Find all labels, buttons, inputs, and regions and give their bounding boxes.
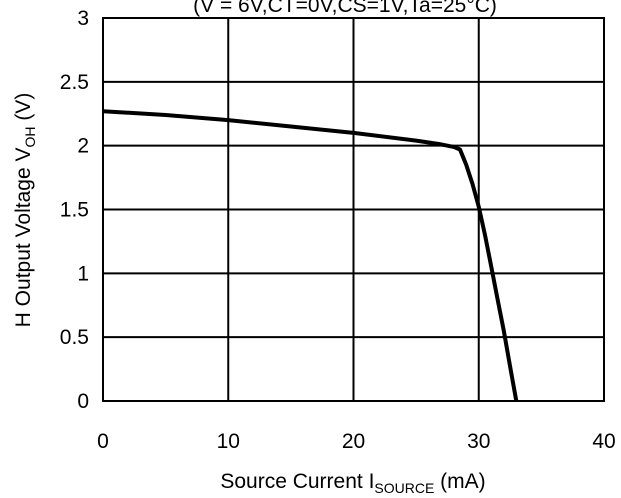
x-tick-label: 0	[97, 430, 109, 453]
x-tick-labels: 0 10 20 30 40	[97, 430, 616, 453]
plot-frame	[102, 17, 605, 402]
chart-title: (V = 6V,CT=0V,CS=1V,Ta=25°C)	[193, 0, 497, 17]
y-tick-label: 2	[77, 135, 89, 158]
y-tick-labels: 0 0.5 1 1.5 2 2.5 3	[60, 7, 89, 413]
series-line	[102, 109, 519, 402]
y-axis-label: H Output Voltage VOH (V)	[12, 93, 38, 328]
x-tick-label: 40	[592, 430, 615, 453]
x-axis-label-unit: (mA)	[434, 470, 485, 493]
x-axis-label-main: Source Current I	[220, 470, 374, 493]
y-tick-label: 2.5	[60, 71, 89, 94]
x-tick-label: 30	[467, 430, 490, 453]
y-tick-label: 1.5	[60, 199, 89, 222]
y-tick-label: 0	[77, 390, 89, 413]
x-tick-label: 10	[217, 430, 240, 453]
y-axis-label-unit: (V)	[12, 93, 35, 127]
x-tick-label: 20	[342, 430, 365, 453]
x-axis-label-sub: SOURCE	[374, 480, 434, 496]
x-axis-label: Source Current ISOURCE (mA)	[220, 470, 485, 496]
y-tick-label: 3	[77, 7, 89, 30]
y-tick-label: 1	[77, 262, 89, 285]
grid	[103, 18, 604, 401]
y-axis-label-sub: OH	[22, 127, 38, 148]
series-layer	[102, 109, 519, 402]
y-tick-label: 0.5	[60, 326, 89, 349]
y-axis-label-main: H Output Voltage V	[12, 148, 35, 328]
